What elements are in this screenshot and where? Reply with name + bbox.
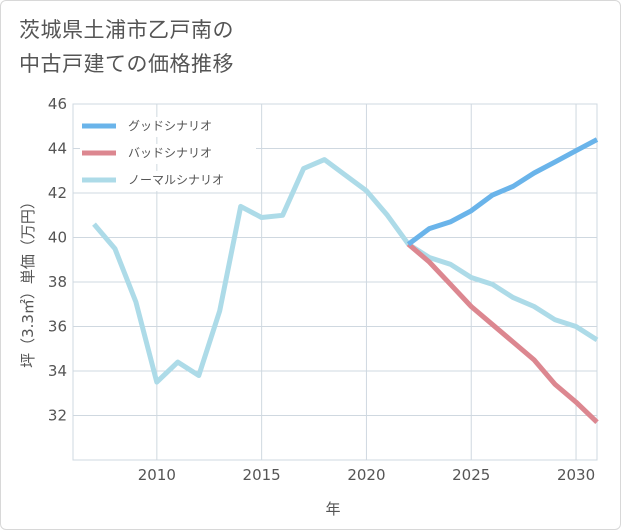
x-tick-label: 2010 [138,466,176,484]
legend-label: ノーマルシナリオ [128,173,224,187]
y-tick-label: 36 [48,318,67,336]
x-tick-label: 2015 [243,466,281,484]
x-tick-label: 2030 [557,466,595,484]
legend-bg [80,144,256,164]
y-tick-label: 34 [48,362,67,380]
y-tick-label: 42 [48,184,67,202]
y-axis-label: 坪（3.3㎡）単価（万円） [19,194,37,368]
series-line-normal [92,157,599,385]
y-tick-label: 40 [48,229,67,247]
legend-label: グッドシナリオ [128,119,212,133]
title-line-1: 茨城県土浦市乙戸南の [19,18,234,42]
y-tick-label: 46 [48,95,67,113]
x-tick-label: 2025 [452,466,490,484]
legend-label: バッドシナリオ [128,146,212,160]
x-tick-label: 2020 [347,466,385,484]
x-axis-label: 年 [325,500,340,518]
chart-title: 茨城県土浦市乙戸南の 中古戸建ての価格推移 [19,13,234,81]
legend-bg [80,117,256,137]
legend-bg [80,171,256,191]
tick-labels: 32 34 36 38 40 42 44 46 2010 2015 2020 2025 2030 [48,95,595,484]
y-tick-label: 38 [48,273,67,291]
series-lines [92,137,599,425]
title-line-2: 中古戸建ての価格推移 [19,52,234,76]
series-line-good [406,137,599,247]
series-line-bad [406,242,599,425]
y-tick-label: 44 [48,140,67,158]
y-tick-label: 32 [48,407,67,425]
